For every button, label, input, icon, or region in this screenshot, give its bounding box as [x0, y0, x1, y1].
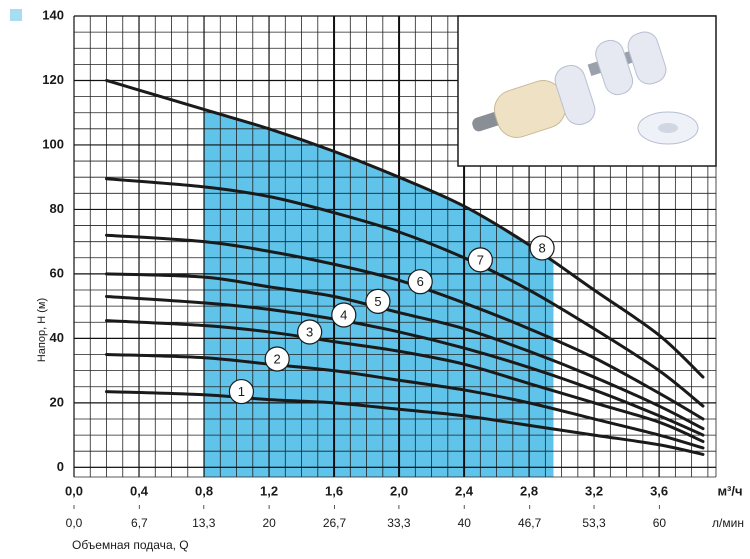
pump-curve: [105, 177, 705, 408]
curve-label-circle: [297, 319, 323, 345]
y-tick-label: 40: [50, 330, 64, 345]
y-tick-label: 140: [42, 7, 64, 22]
curve-label: 5: [374, 294, 381, 309]
y-tick-label: 120: [42, 72, 64, 87]
x-tick-label: 1,2: [260, 483, 278, 498]
x2-tick-label: 20: [262, 516, 276, 530]
curve-label-circle: [264, 346, 290, 372]
curve-label: 6: [417, 274, 424, 289]
y-tick-label: 100: [42, 136, 64, 151]
curve-label: 1: [238, 384, 245, 399]
y-tick-label: 80: [50, 201, 64, 216]
curve-label-circle: [331, 302, 357, 328]
x-unit: м³/ч: [717, 483, 742, 498]
x-tick-label: 0,8: [195, 483, 213, 498]
curve-label-circle: [407, 269, 433, 295]
pump-curve: [105, 272, 705, 431]
inset-photo: [457, 15, 717, 167]
curve-label: 4: [340, 307, 347, 322]
y-axis-title: Напор, H (м): [36, 298, 48, 362]
curve-label-circle: [529, 235, 555, 261]
x2-tick-label: 13,3: [192, 516, 216, 530]
x-tick-label: 2,4: [455, 483, 474, 498]
x2-tick-label: 0,0: [66, 516, 83, 530]
curve-label: 3: [306, 324, 313, 339]
pump-curve: [105, 319, 705, 444]
curve-label: 2: [274, 351, 281, 366]
curve-label-circle: [467, 247, 493, 273]
x2-tick-label: 53,3: [582, 516, 606, 530]
x-tick-label: 0,4: [130, 483, 149, 498]
x2-tick-label: 40: [458, 516, 472, 530]
x-tick-label: 0,0: [65, 483, 83, 498]
x-tick-label: 2,8: [520, 483, 538, 498]
x-tick-label: 1,6: [325, 483, 343, 498]
x2-tick-label: 60: [653, 516, 667, 530]
x-axis-title: Объемная подача, Q: [72, 538, 189, 552]
curve-label: 8: [538, 240, 545, 255]
y-tick-label: 60: [50, 265, 64, 280]
pump-curve: [105, 352, 705, 450]
pump-curve: [105, 294, 705, 437]
x2-tick-label: 6,7: [131, 516, 148, 530]
x2-unit: л/мин: [712, 516, 744, 530]
curve-label-circle: [365, 288, 391, 314]
x-tick-label: 3,2: [585, 483, 603, 498]
corner-square: [10, 9, 22, 21]
x2-tick-label: 33,3: [387, 516, 411, 530]
y-tick-label: 20: [50, 394, 64, 409]
marks: 1 2 3 4 5 6 7 8: [105, 78, 705, 456]
x-tick-label: 3,6: [650, 483, 668, 498]
x-tick-label: 2,0: [390, 483, 408, 498]
x2-tick-label: 26,7: [323, 516, 347, 530]
y-tick-label: 0: [57, 459, 64, 474]
pump-curve: [105, 78, 705, 379]
curve-label: 7: [477, 252, 484, 267]
x2-tick-label: 46,7: [518, 516, 542, 530]
curve-label-circle: [228, 378, 255, 405]
